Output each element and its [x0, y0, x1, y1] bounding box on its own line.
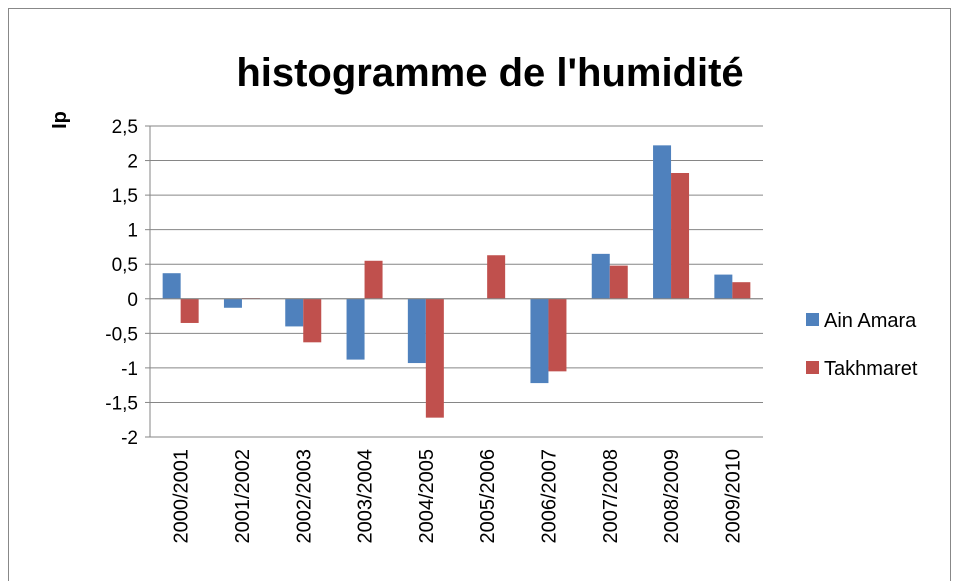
bar	[487, 255, 506, 299]
x-tick-label: 2003/2004	[355, 449, 377, 544]
y-tick-label: -1	[121, 359, 138, 380]
x-tick-label: 2002/2003	[293, 449, 315, 544]
bar	[653, 145, 672, 299]
bar	[548, 298, 567, 372]
y-tick-label: 1,5	[112, 186, 138, 207]
x-tick-label: 2004/2005	[416, 449, 438, 544]
bar	[162, 273, 181, 299]
y-tick-label: -2	[121, 428, 138, 449]
x-tick-label: 2001/2002	[232, 449, 254, 544]
legend-swatch	[806, 361, 819, 374]
bar	[530, 298, 549, 384]
legend-label: Ain Amara	[824, 310, 917, 332]
y-tick-label: -0,5	[105, 324, 138, 345]
bar	[303, 298, 322, 343]
y-tick-label: 0,5	[112, 255, 138, 276]
bar	[180, 298, 199, 323]
bar	[591, 253, 610, 299]
bar	[346, 298, 365, 360]
y-tick-label: 2,5	[112, 117, 138, 138]
bar	[671, 172, 690, 299]
x-tick-label: 2005/2006	[477, 449, 499, 544]
y-tick-label: 1	[127, 221, 138, 242]
bar	[732, 282, 751, 299]
bar	[285, 298, 304, 327]
bar	[407, 298, 426, 364]
x-tick-label: 2008/2009	[661, 449, 683, 544]
x-tick-label: 2006/2007	[538, 449, 560, 544]
y-tick-label: 0	[127, 290, 138, 311]
x-tick-label: 2009/2010	[722, 449, 744, 544]
bar	[223, 298, 242, 308]
legend-swatch	[806, 313, 819, 326]
legend-label: Takhmaret	[824, 358, 918, 380]
y-tick-label: -1,5	[105, 393, 138, 414]
bar	[714, 274, 733, 299]
x-tick-label: 2000/2001	[171, 449, 193, 544]
bar	[609, 265, 628, 299]
y-axis-label: Ip	[49, 111, 71, 129]
bar	[364, 260, 383, 299]
chart-title: histogramme de l'humidité	[236, 51, 743, 95]
y-tick-label: 2	[127, 152, 138, 173]
x-tick-label: 2007/2008	[600, 449, 622, 544]
bar	[425, 298, 444, 418]
